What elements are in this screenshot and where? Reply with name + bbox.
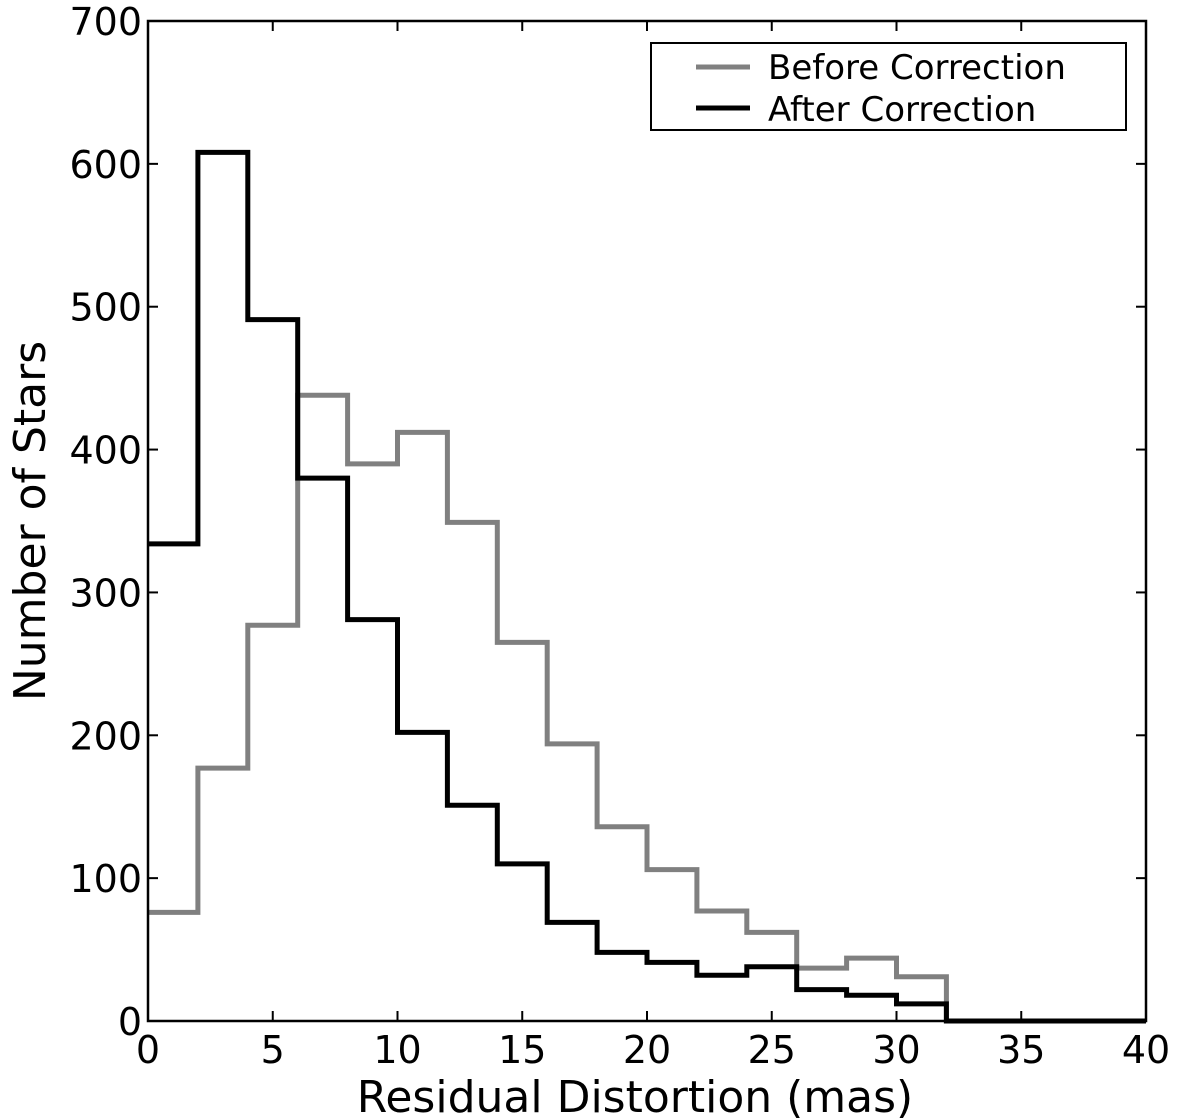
ticks-layer: [147, 20, 1147, 1022]
x-tick-label-1: 5: [261, 1028, 285, 1072]
legend: Before Correction After Correction: [650, 42, 1127, 131]
legend-label-before: Before Correction: [768, 48, 1066, 88]
y-tick-label-0: 0: [118, 1000, 142, 1044]
x-tick-label-7: 35: [997, 1028, 1045, 1072]
x-tick-label-2: 10: [373, 1028, 421, 1072]
x-tick-label-5: 25: [748, 1028, 796, 1072]
x-tick-label-6: 30: [872, 1028, 920, 1072]
y-tick-label-3: 300: [69, 571, 142, 615]
y-tick-label-4: 400: [69, 429, 142, 473]
x-tick-label-8: 40: [1122, 1028, 1170, 1072]
series-layer: [148, 149, 1146, 1024]
y-tick-label-7: 700: [69, 0, 142, 44]
y-tick-label-1: 100: [69, 857, 142, 901]
y-tick-label-2: 200: [69, 714, 142, 758]
legend-box: [650, 42, 1127, 131]
x-tick-label-3: 15: [498, 1028, 546, 1072]
y-tick-label-5: 500: [69, 286, 142, 330]
x-tick-label-4: 20: [623, 1028, 671, 1072]
legend-label-after: After Correction: [768, 90, 1036, 130]
y-tick-label-6: 600: [69, 143, 142, 187]
x-tick-label-0: 0: [136, 1028, 160, 1072]
y-axis-label: Number of Stars: [5, 341, 56, 701]
plot-frame: [146, 19, 1148, 1023]
x-axis-label: Residual Distortion (mas): [357, 1072, 913, 1120]
series-step-line-1: [148, 149, 1146, 1024]
